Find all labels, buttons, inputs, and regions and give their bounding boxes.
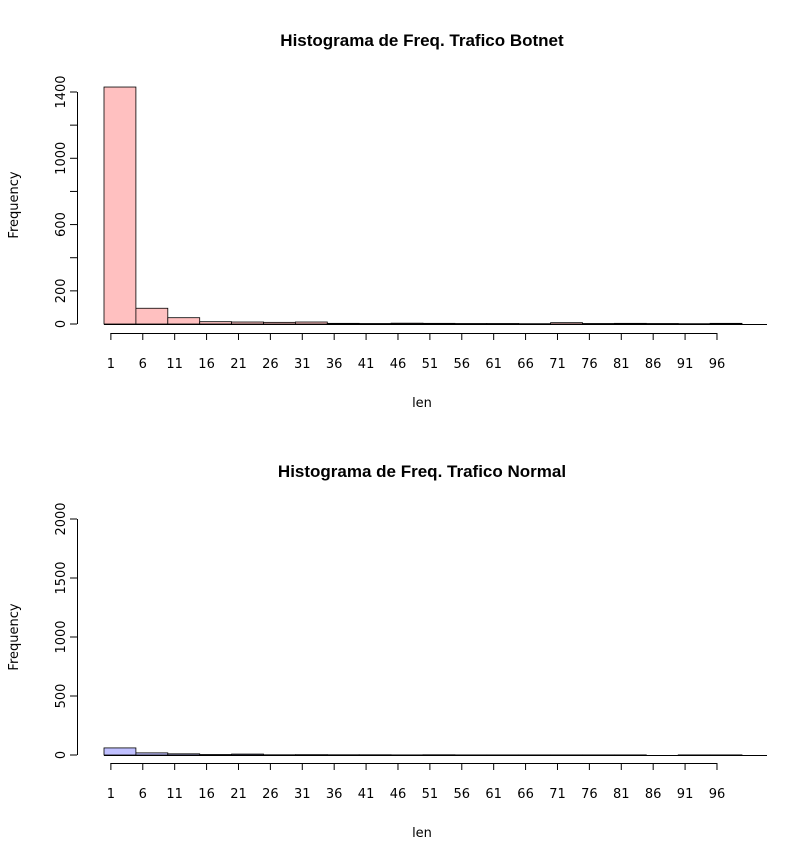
botnet-bars	[103, 86, 767, 325]
botnet-bar	[294, 321, 328, 325]
botnet-bar	[358, 323, 392, 325]
botnet-y-tick-label: 200	[54, 278, 69, 303]
normal-x-tick-label: 71	[549, 787, 566, 802]
normal-x-tick-label: 46	[390, 787, 407, 802]
botnet-bar	[709, 322, 743, 325]
normal-x-tick-label: 1	[107, 787, 115, 802]
normal-bar	[167, 753, 201, 756]
botnet-x-tick-label: 76	[581, 357, 598, 372]
normal-y-tick-label: 500	[54, 684, 69, 709]
normal-bar	[103, 747, 137, 756]
botnet-bar	[614, 322, 647, 325]
normal-x-tick-label: 21	[230, 787, 247, 802]
botnet-bar	[263, 321, 296, 325]
botnet-x-tick-label: 56	[454, 357, 471, 372]
normal-x-tick-label: 96	[709, 787, 726, 802]
botnet-bar	[422, 322, 456, 325]
botnet-x-tick-label: 46	[390, 357, 407, 372]
botnet-x-tick-label: 36	[326, 357, 343, 372]
botnet-y-tick-label: 1000	[54, 142, 69, 175]
botnet-x-tick-label: 41	[358, 357, 375, 372]
normal-y-tick-label: 2000	[54, 502, 69, 535]
normal-x-axis-label: len	[412, 826, 432, 841]
normal-bars	[103, 747, 767, 756]
normal-x-tick-label: 91	[677, 787, 694, 802]
normal-x-tick-label: 6	[139, 787, 147, 802]
botnet-bar	[231, 321, 264, 325]
botnet-x-tick-label: 16	[198, 357, 215, 372]
botnet-bar	[199, 321, 232, 325]
botnet-histogram-panel: Histograma de Freq. Trafico Botnet Frequ…	[7, 31, 767, 411]
normal-histogram-panel: Histograma de Freq. Trafico Normal Frequ…	[7, 462, 767, 841]
normal-x-tick-label: 26	[262, 787, 279, 802]
normal-x-tick-label: 86	[645, 787, 662, 802]
normal-chart-title: Histograma de Freq. Trafico Normal	[278, 462, 566, 481]
botnet-chart-title: Histograma de Freq. Trafico Botnet	[280, 31, 564, 50]
normal-y-tick-label: 1500	[54, 561, 69, 594]
botnet-bar	[582, 323, 615, 325]
normal-x-tick-label: 61	[485, 787, 502, 802]
botnet-x-tick-label: 96	[709, 357, 726, 372]
botnet-x-axis: 1 6 11 16 21 26 31 36 41 46 51 56 61 66 71 76 81 86 91 96	[107, 333, 726, 372]
normal-x-tick-label: 51	[422, 787, 439, 802]
botnet-bar	[550, 322, 583, 325]
botnet-bar	[326, 322, 360, 325]
botnet-bar	[135, 307, 169, 325]
normal-x-tick-label: 41	[358, 787, 375, 802]
botnet-x-tick-label: 1	[107, 357, 115, 372]
botnet-x-tick-label: 11	[166, 357, 183, 372]
normal-x-tick-label: 56	[454, 787, 471, 802]
botnet-x-tick-label: 21	[230, 357, 247, 372]
botnet-y-tick-label: 600	[54, 212, 69, 237]
normal-x-tick-label: 31	[294, 787, 311, 802]
botnet-bar	[103, 86, 137, 325]
botnet-x-tick-label: 51	[422, 357, 439, 372]
botnet-x-tick-label: 26	[262, 357, 279, 372]
normal-x-tick-label: 36	[326, 787, 343, 802]
normal-x-tick-label: 81	[613, 787, 630, 802]
normal-bar	[231, 753, 264, 756]
botnet-x-tick-label: 6	[139, 357, 147, 372]
normal-y-tick-label: 0	[54, 751, 69, 759]
botnet-bar	[645, 323, 679, 325]
botnet-x-axis-label: len	[412, 396, 432, 411]
normal-y-axis-label: Frequency	[7, 603, 22, 670]
botnet-y-tick-label: 1400	[54, 75, 69, 108]
botnet-bar	[486, 323, 520, 325]
normal-x-tick-label: 16	[198, 787, 215, 802]
normal-x-tick-label: 76	[581, 787, 598, 802]
botnet-x-tick-label: 31	[294, 357, 311, 372]
botnet-x-tick-label: 86	[645, 357, 662, 372]
normal-x-tick-label: 11	[166, 787, 183, 802]
botnet-y-axis-label: Frequency	[7, 171, 22, 238]
botnet-x-tick-label: 91	[677, 357, 694, 372]
normal-y-axis: 0 500 1000 1500 2000	[54, 502, 78, 759]
botnet-x-tick-label: 61	[485, 357, 502, 372]
botnet-y-tick-label: 0	[54, 320, 69, 328]
botnet-x-tick-label: 81	[613, 357, 630, 372]
normal-bar	[135, 752, 169, 756]
botnet-x-tick-label: 71	[549, 357, 566, 372]
botnet-bar	[454, 323, 488, 325]
botnet-x-tick-label: 66	[517, 357, 534, 372]
botnet-bar	[390, 322, 424, 325]
botnet-bar	[167, 317, 201, 325]
normal-x-axis: 1 6 11 16 21 26 31 36 41 46 51 56 61 66 71 76 81 86 91 96	[107, 763, 726, 802]
normal-y-tick-label: 1000	[54, 620, 69, 653]
botnet-y-axis: 0 200 600 1000 1400	[54, 75, 78, 328]
normal-x-tick-label: 66	[517, 787, 534, 802]
